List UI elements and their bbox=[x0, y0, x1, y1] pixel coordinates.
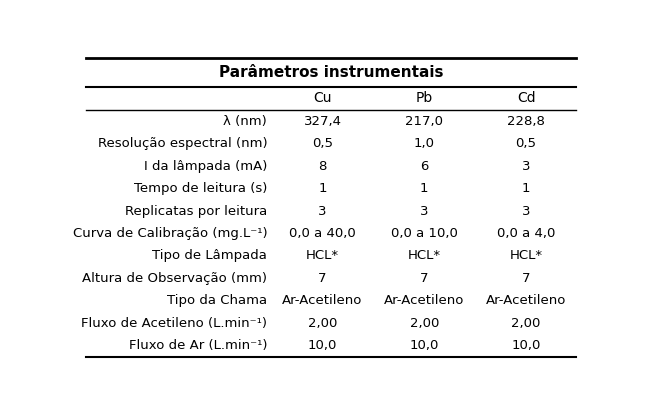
Text: 7: 7 bbox=[420, 272, 428, 285]
Text: 3: 3 bbox=[420, 204, 428, 217]
Text: 0,0 a 4,0: 0,0 a 4,0 bbox=[497, 227, 556, 240]
Text: Pb: Pb bbox=[415, 91, 433, 105]
Text: 0,0 a 40,0: 0,0 a 40,0 bbox=[289, 227, 356, 240]
Text: 10,0: 10,0 bbox=[512, 339, 541, 352]
Text: Fluxo de Acetileno (L.min⁻¹): Fluxo de Acetileno (L.min⁻¹) bbox=[81, 317, 267, 330]
Text: 10,0: 10,0 bbox=[307, 339, 337, 352]
Text: 1,0: 1,0 bbox=[414, 137, 435, 151]
Text: 3: 3 bbox=[318, 204, 327, 217]
Text: 10,0: 10,0 bbox=[410, 339, 439, 352]
Text: Ar-Acetileno: Ar-Acetileno bbox=[282, 294, 362, 307]
Text: 327,4: 327,4 bbox=[304, 115, 342, 128]
Text: 0,5: 0,5 bbox=[516, 137, 537, 151]
Text: 7: 7 bbox=[318, 272, 327, 285]
Text: Resolução espectral (nm): Resolução espectral (nm) bbox=[98, 137, 267, 151]
Text: 2,00: 2,00 bbox=[410, 317, 439, 330]
Text: Tipo da Chama: Tipo da Chama bbox=[167, 294, 267, 307]
Text: 217,0: 217,0 bbox=[405, 115, 443, 128]
Text: 2,00: 2,00 bbox=[512, 317, 541, 330]
Text: HCL*: HCL* bbox=[408, 249, 441, 262]
Text: Replicatas por leitura: Replicatas por leitura bbox=[125, 204, 267, 217]
Text: 3: 3 bbox=[522, 160, 530, 173]
Text: Ar-Acetileno: Ar-Acetileno bbox=[384, 294, 464, 307]
Text: Curva de Calibração (mg.L⁻¹): Curva de Calibração (mg.L⁻¹) bbox=[72, 227, 267, 240]
Text: 7: 7 bbox=[522, 272, 530, 285]
Text: 2,00: 2,00 bbox=[307, 317, 337, 330]
Text: Ar-Acetileno: Ar-Acetileno bbox=[486, 294, 567, 307]
Text: 3: 3 bbox=[522, 204, 530, 217]
Text: HCL*: HCL* bbox=[306, 249, 339, 262]
Text: 0,0 a 10,0: 0,0 a 10,0 bbox=[391, 227, 458, 240]
Text: 1: 1 bbox=[420, 182, 428, 195]
Text: Altura de Observação (mm): Altura de Observação (mm) bbox=[82, 272, 267, 285]
Text: Cd: Cd bbox=[517, 91, 536, 105]
Text: 6: 6 bbox=[420, 160, 428, 173]
Text: Parâmetros instrumentais: Parâmetros instrumentais bbox=[219, 65, 443, 80]
Text: 1: 1 bbox=[522, 182, 530, 195]
Text: Fluxo de Ar (L.min⁻¹): Fluxo de Ar (L.min⁻¹) bbox=[129, 339, 267, 352]
Text: 228,8: 228,8 bbox=[507, 115, 545, 128]
Text: 8: 8 bbox=[318, 160, 327, 173]
Text: 0,5: 0,5 bbox=[312, 137, 333, 151]
Text: Tempo de leitura (s): Tempo de leitura (s) bbox=[134, 182, 267, 195]
Text: 1: 1 bbox=[318, 182, 327, 195]
Text: HCL*: HCL* bbox=[510, 249, 543, 262]
Text: λ (nm): λ (nm) bbox=[224, 115, 267, 128]
Text: Tipo de Lâmpada: Tipo de Lâmpada bbox=[152, 249, 267, 262]
Text: I da lâmpada (mA): I da lâmpada (mA) bbox=[144, 160, 267, 173]
Text: Cu: Cu bbox=[313, 91, 332, 105]
